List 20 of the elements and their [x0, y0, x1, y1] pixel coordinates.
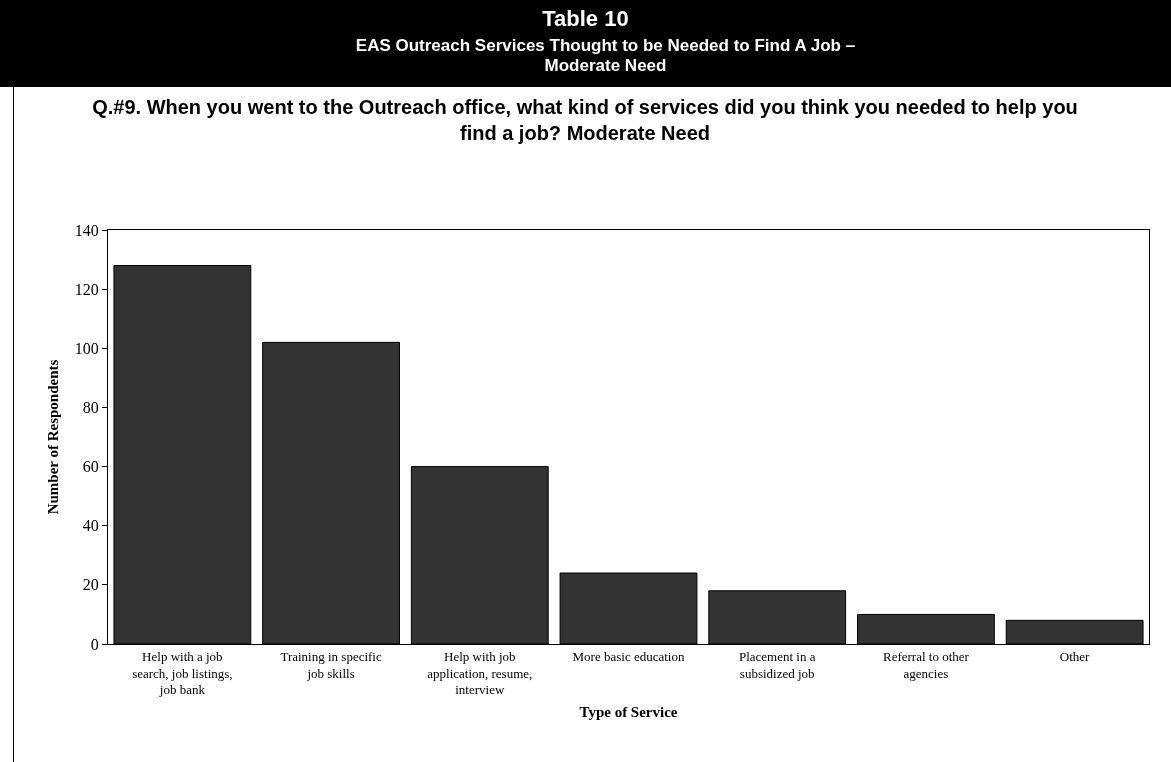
- x-tick-label: Training in specific job skills: [280, 648, 382, 681]
- y-tick-label: 140: [74, 221, 99, 239]
- x-tick-label: More basic education: [572, 648, 685, 664]
- y-tick-label: 120: [74, 280, 99, 298]
- x-tick-label: Referral to other agencies: [882, 648, 970, 681]
- text: Q.#9. When you went to the Outreach office, what kind of services did you think you needed to help you find a job? Moderate Need: [91, 95, 1079, 146]
- x-tick-label: Help with a job search, job listings, job bank: [132, 648, 233, 698]
- chart-subtitle: EAS Outreach Services Thought to be Needed to Find A Job – Moderate Need: [354, 36, 857, 76]
- y-axis-title: Number of Respondents: [45, 359, 62, 515]
- x-tick-label: Other: [1059, 648, 1091, 664]
- y-tick-label: 100: [74, 339, 99, 357]
- x-axis-title: Type of Service: [579, 704, 678, 721]
- chart-title: Table 10: [541, 5, 630, 32]
- y-tick-label: 60: [82, 458, 99, 476]
- y-tick-label: 20: [82, 576, 99, 594]
- y-tick-label: 0: [90, 635, 99, 653]
- x-tick-label: Help with job application, resume, interview: [427, 648, 533, 698]
- x-tick-label: Placement in a subsidized job: [738, 648, 816, 681]
- y-tick-label: 80: [82, 399, 99, 417]
- y-tick-label: 40: [82, 517, 99, 535]
